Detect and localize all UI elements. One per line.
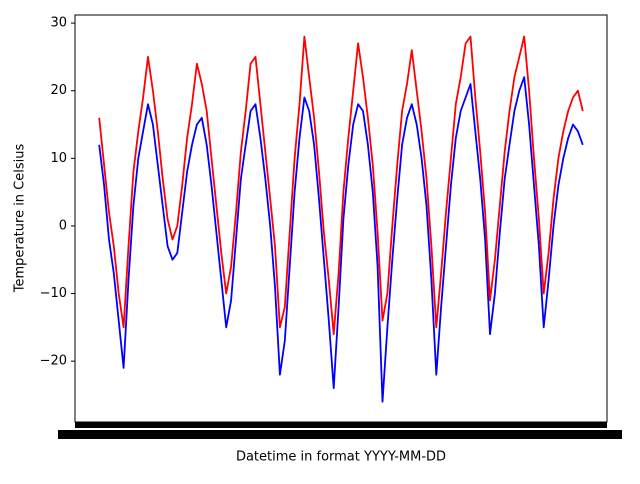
y-tick-label: 0	[59, 218, 67, 233]
dense-x-ticks	[75, 422, 607, 428]
x-axis-label: Datetime in format YYYY-MM-DD	[236, 450, 446, 465]
y-tick-label: 10	[50, 151, 67, 166]
series-line	[98, 76, 584, 403]
y-axis-label: Temperature in Celsius	[13, 144, 28, 294]
y-tick-label: 20	[50, 83, 67, 98]
plot-frame	[74, 14, 608, 423]
series-line	[98, 35, 584, 336]
y-tick-label: 30	[50, 16, 67, 31]
y-tick-label: −10	[40, 286, 67, 301]
overlapping-x-tick-labels	[58, 430, 622, 439]
y-tick-label: −20	[40, 354, 67, 369]
